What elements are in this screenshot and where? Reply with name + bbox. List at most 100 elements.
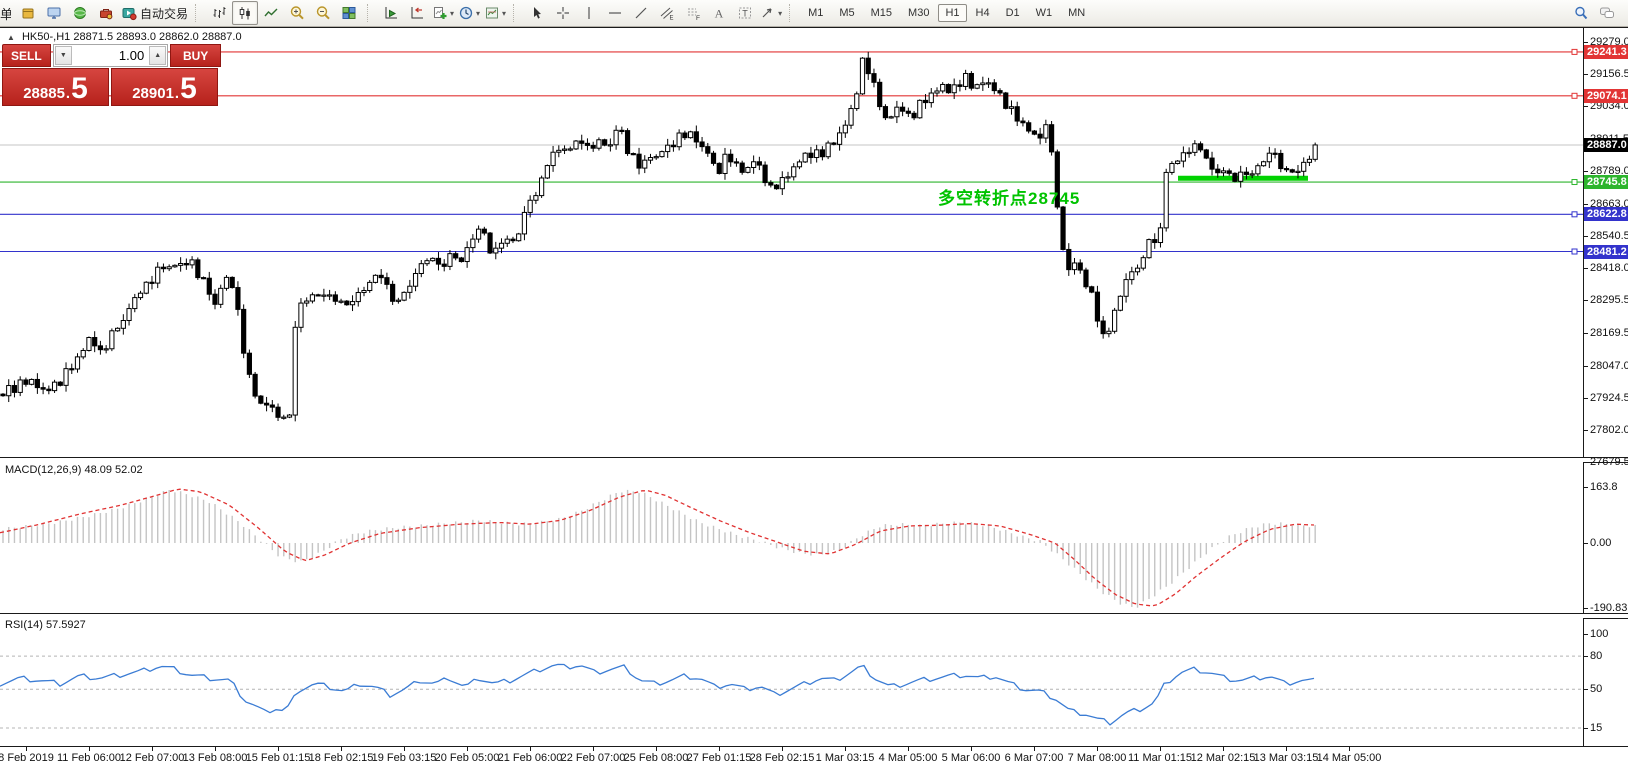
vertical-line-icon[interactable] (576, 1, 602, 25)
x-tick-label: 25 Feb 08:00 (623, 752, 689, 764)
x-tick-label: 21 Feb 06:00 (497, 752, 563, 764)
buy-price-button[interactable]: 28901 . 5 (111, 68, 218, 106)
ohlc-low: 28862.0 (159, 31, 199, 43)
text-label-icon: T (739, 7, 752, 19)
timeframe-h1[interactable]: H1 (938, 4, 967, 22)
collapse-icon[interactable]: ▲ (7, 33, 15, 42)
x-tick-label: 7 Mar 08:00 (1067, 752, 1127, 764)
x-tick-mark (1286, 746, 1287, 751)
new-order-icon[interactable] (15, 1, 41, 25)
periods-icon[interactable]: ▾ (456, 1, 482, 25)
x-tick-label: 8 Feb 2019 (0, 752, 54, 764)
strategy-tester-icon[interactable] (93, 1, 119, 25)
cursor-icon[interactable] (524, 1, 550, 25)
x-tick-label: 15 Feb 01:15 (245, 752, 311, 764)
x-tick-label: 5 Mar 06:00 (941, 752, 1001, 764)
crosshair-icon[interactable] (550, 1, 576, 25)
volume-increase-button[interactable]: ▲ (149, 46, 167, 65)
arrows-icon[interactable]: ▾ (758, 1, 784, 25)
x-tick-mark (89, 746, 90, 751)
fibonacci-icon[interactable]: F (680, 1, 706, 25)
horizontal-line-icon[interactable] (602, 1, 628, 25)
chevron-down-icon[interactable]: ▾ (778, 8, 783, 18)
toolbar-separator (367, 4, 374, 22)
zoom-in-icon[interactable] (284, 1, 310, 25)
rsi-canvas[interactable] (0, 617, 1583, 746)
time-axis-border (0, 746, 1628, 747)
chat-icon[interactable] (1594, 1, 1620, 25)
equidistant-channel-icon[interactable]: E (654, 1, 680, 25)
timeframe-mn[interactable]: MN (1068, 7, 1086, 19)
timeframe-m5[interactable]: M5 (839, 7, 855, 19)
y-tick-mark (1583, 689, 1588, 691)
x-tick-mark (152, 746, 153, 751)
x-tick-mark (404, 746, 405, 751)
trendline-icon[interactable] (628, 1, 654, 25)
search-icon[interactable] (1568, 1, 1594, 25)
volume-decrease-button[interactable]: ▼ (54, 46, 72, 65)
y-tick-label: 0.00 (1590, 537, 1612, 549)
x-tick-label: 14 Mar 05:00 (1316, 752, 1382, 764)
timeframe-h4[interactable]: H4 (975, 7, 990, 19)
cursor-icon (534, 7, 542, 19)
candlestick-chart-icon[interactable] (232, 1, 259, 25)
autotrading-button[interactable]: 自动交易 (119, 1, 190, 25)
macd-canvas[interactable] (0, 461, 1583, 613)
bar-chart-icon[interactable] (206, 1, 232, 25)
y-tick-label: 28169.5 (1590, 327, 1628, 340)
y-tick-mark (1583, 74, 1588, 76)
templates-icon[interactable]: ▾ (482, 1, 508, 25)
chevron-down-icon[interactable]: ▾ (502, 8, 507, 18)
y-tick-mark (1583, 268, 1588, 270)
volume-input[interactable] (72, 45, 149, 66)
zoom-out-icon[interactable] (310, 1, 336, 25)
y-tick-mark (1583, 397, 1588, 399)
y-tick-label: 28663.0 (1590, 197, 1628, 210)
sell-price-dot: . (65, 85, 71, 102)
zoom-in-icon (290, 6, 304, 20)
timeframe-m15[interactable]: M15 (870, 7, 893, 19)
chevron-down-icon[interactable]: ▾ (476, 8, 481, 18)
timeframe-d1[interactable]: D1 (1005, 7, 1020, 19)
x-tick-mark (26, 746, 27, 751)
sell-button[interactable]: SELL (2, 44, 51, 67)
text-label-icon[interactable]: T (732, 1, 758, 25)
main-chart-canvas[interactable] (0, 28, 1583, 457)
y-tick-mark (1583, 42, 1588, 43)
connection-icon[interactable] (67, 1, 93, 25)
indicators-icon[interactable]: ▾ (430, 1, 456, 25)
tile-windows-icon[interactable] (336, 1, 362, 25)
symbol-header: ▲ HK50-,H1 28871.5 28893.0 28862.0 28887… (7, 31, 242, 43)
buy-price-dot: . (174, 85, 180, 102)
fibonacci-icon: F (688, 8, 700, 21)
sell-price-button[interactable]: 28885 . 5 (2, 68, 109, 106)
buy-button[interactable]: BUY (170, 44, 221, 67)
chart-shift-icon[interactable] (404, 1, 430, 25)
x-tick-label: 18 Feb 02:15 (308, 752, 374, 764)
toolbar: 单 自动交易 ▾ ▾ ▾ E F A T ▾ M1 M5 M15 M30 H1 H4 D1 W1 MN (0, 0, 1628, 27)
y-tick-label: 28789.0 (1590, 164, 1628, 177)
svg-text:F: F (696, 15, 700, 21)
y-tick-mark (1583, 728, 1588, 729)
clipped-menu-text: 单 (0, 6, 11, 22)
x-tick-mark (278, 746, 279, 751)
text-icon[interactable]: A (706, 1, 732, 25)
horizontal-line-icon (609, 12, 622, 14)
vertical-line-icon (588, 7, 590, 19)
timeframe-w1[interactable]: W1 (1035, 7, 1053, 19)
connection-icon (74, 7, 86, 19)
market-watch-icon[interactable] (41, 1, 67, 25)
y-tick-label: 28047.0 (1590, 359, 1628, 372)
chevron-down-icon[interactable]: ▾ (450, 8, 455, 18)
rsi-label: RSI(14) 57.5927 (5, 619, 86, 631)
timeframe-m30[interactable]: M30 (908, 7, 930, 19)
y-tick-label: 28540.5 (1590, 229, 1628, 242)
y-tick-mark (1583, 170, 1588, 172)
toolbar-separator (789, 4, 796, 22)
line-chart-icon[interactable] (258, 1, 284, 25)
price-line-badge: 28622.8 (1584, 207, 1628, 222)
auto-scroll-icon[interactable] (378, 1, 404, 25)
timeframe-m1[interactable]: M1 (808, 7, 824, 19)
price-line-badge: 29074.1 (1584, 88, 1628, 103)
y-tick-label: -190.83 (1590, 602, 1628, 615)
